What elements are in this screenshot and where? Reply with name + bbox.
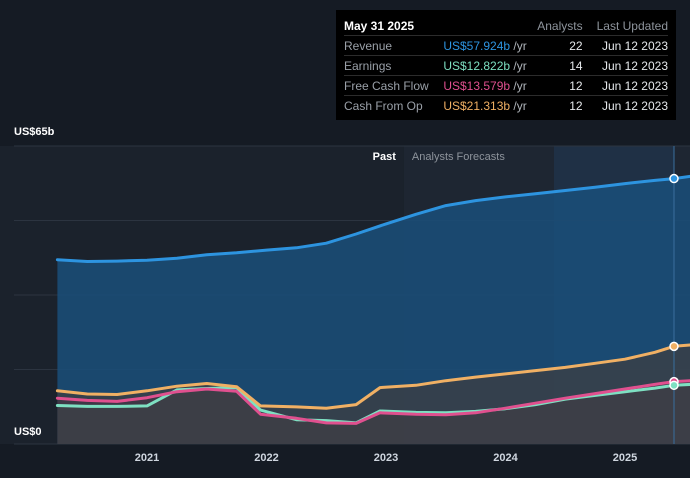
area-free-cash-flow: [57, 380, 690, 444]
line-earnings: [55, 382, 690, 425]
x-tick-label: 2021: [135, 452, 159, 464]
tooltip-value-unit: /yr: [513, 98, 527, 113]
tooltip-updated-header: Last Updated: [590, 16, 668, 36]
tooltip-row-free-cash-flow: Free Cash Flow US$13.579b /yr 12 Jun 12 …: [344, 75, 668, 96]
tooltip-row-cash-from-op: Cash From Op US$21.313b /yr 12 Jun 12 20…: [344, 96, 668, 116]
chart-lines: [55, 174, 690, 425]
tooltip-row-updated: Jun 12 2023: [590, 35, 668, 56]
tooltip-row-revenue: Revenue US$57.924b /yr 22 Jun 12 2023: [344, 35, 668, 56]
tooltip-row-name: Revenue: [344, 35, 436, 56]
tooltip-row-analysts: 22: [532, 35, 591, 56]
tooltip-value-unit: /yr: [513, 78, 527, 93]
tooltip-value-text: US$21.313b: [443, 98, 511, 113]
x-tick-label: 2022: [254, 452, 278, 464]
tooltip-value-text: US$12.822b: [443, 58, 511, 73]
tooltip-row-updated: Jun 12 2023: [590, 55, 668, 76]
tooltip-row-analysts: 12: [569, 98, 583, 113]
marker-revenue: [669, 173, 679, 184]
tooltip-value-unit: /yr: [513, 38, 527, 53]
marker-cash-from-op: [669, 341, 679, 352]
chart-markers[interactable]: [669, 146, 679, 444]
tooltip-row-analysts: 14: [532, 55, 591, 76]
past-label: Past: [373, 151, 397, 163]
tooltip-row-name: Cash From Op: [344, 98, 423, 113]
tooltip-row-value: US$21.313b /yr: [436, 96, 533, 116]
tooltip-row-value: US$57.924b /yr: [435, 35, 533, 56]
tooltip-row-updated: Jun 12 2023: [590, 75, 668, 96]
x-tick-label: 2025: [613, 452, 637, 464]
tooltip-row-updated: Jun 12 2023: [601, 98, 668, 113]
tooltip-row-name: Earnings: [344, 55, 436, 76]
tooltip-value-text: US$13.579b: [443, 78, 511, 93]
marker-earnings: [669, 380, 679, 391]
tooltip-row-earnings: Earnings US$12.822b /yr 14 Jun 12 2023: [344, 55, 668, 76]
tooltip-value-unit: /yr: [513, 58, 527, 73]
data-tooltip: May 31 2025 Analysts Last Updated Revenu…: [336, 10, 676, 120]
tooltip-date: May 31 2025: [344, 16, 436, 36]
chart-labels: Past Analysts Forecasts 2021 2022 2023 2024 20…: [135, 151, 637, 464]
x-tick-label: 2023: [374, 452, 398, 464]
x-tick-label: 2024: [493, 452, 518, 464]
tooltip-table: May 31 2025 Analysts Last Updated Revenu…: [344, 16, 668, 115]
tooltip-analysts-header: Analysts: [532, 16, 591, 36]
line-revenue: [55, 174, 690, 263]
y-axis-bottom-label: US$0: [14, 426, 42, 438]
tooltip-header-row: May 31 2025 Analysts Last Updated: [344, 16, 668, 36]
tooltip-row-value: US$13.579b /yr: [435, 75, 533, 96]
line-free-cash-flow: [55, 379, 690, 425]
area-cash-from-op: [57, 345, 690, 444]
tooltip-value-text: US$57.924b: [443, 38, 511, 53]
tooltip-row-value: US$12.822b /yr: [435, 55, 533, 76]
tooltip-row-name: Free Cash Flow: [344, 75, 436, 96]
line-cash-from-op: [55, 343, 690, 410]
tooltip-row-analysts: 12: [532, 75, 591, 96]
forecast-label: Analysts Forecasts: [412, 151, 505, 163]
y-axis-top-label: US$65b: [14, 126, 55, 138]
